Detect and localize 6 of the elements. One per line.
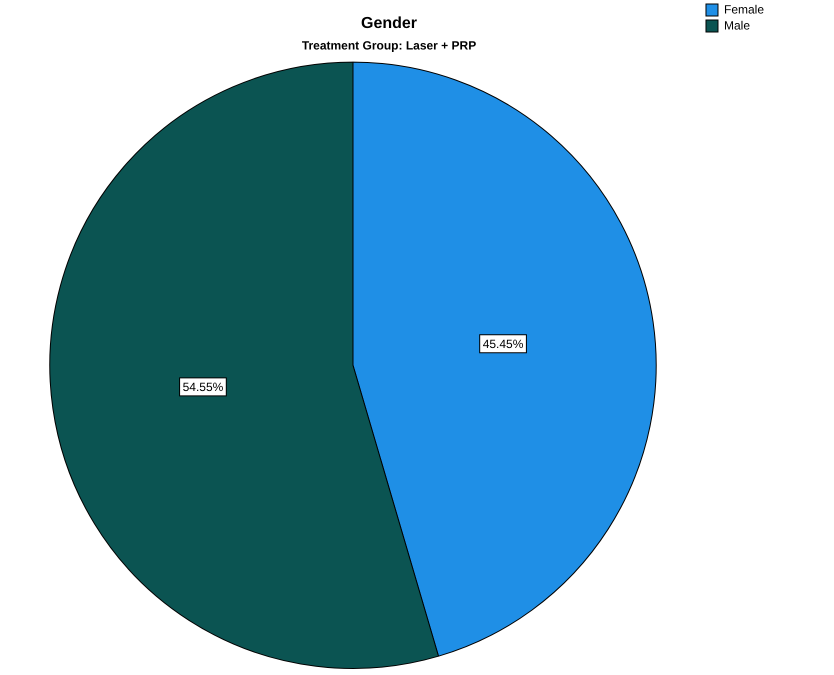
legend-label: Male: [724, 18, 750, 32]
legend-label: Female: [724, 2, 764, 16]
data-label: 45.45%: [482, 337, 524, 352]
text: Treatment Group: Laser + PRP: [302, 38, 476, 53]
text: Gender: [360, 15, 418, 32]
data-label: 54.55%: [182, 380, 224, 394]
